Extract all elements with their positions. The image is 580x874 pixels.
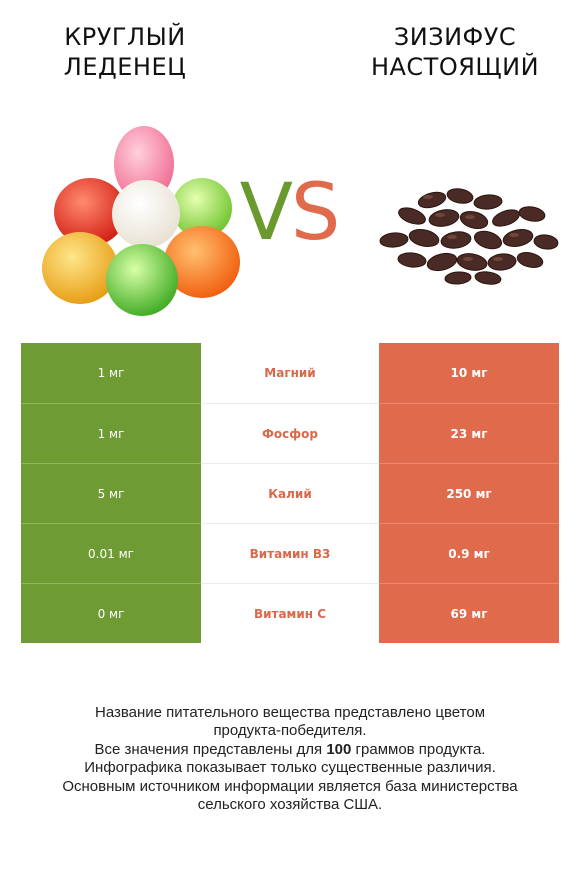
- footer-text: граммов продукта.: [351, 740, 486, 758]
- comparison-table: 1 мг Магний 10 мг 1 мг Фосфор 23 мг 5 мг…: [21, 343, 559, 643]
- vs-label: VS: [224, 168, 354, 258]
- left-value: 5 мг: [21, 463, 201, 523]
- table-row: 1 мг Фосфор 23 мг: [21, 403, 559, 463]
- left-value: 0.01 мг: [21, 523, 201, 583]
- right-title-line-1: ЗИЗИФУС: [393, 23, 517, 51]
- footer-line: Все значения представлены для 100 граммо…: [10, 741, 570, 759]
- left-title-line-1: КРУГЛЫЙ: [64, 23, 186, 51]
- table-row: 1 мг Магний 10 мг: [21, 343, 559, 403]
- left-product-title: КРУГЛЫЙ ЛЕДЕНЕЦ: [5, 22, 245, 82]
- footer-notes: Название питательного вещества представл…: [10, 704, 570, 814]
- vs-s: S: [290, 168, 340, 258]
- left-value: 0 мг: [21, 583, 201, 643]
- footer-text: Все значения представлены для: [94, 740, 327, 758]
- jujube-image: [379, 188, 559, 285]
- footer-line: Основным источником информации является …: [62, 777, 518, 795]
- footer-line: сельского хозяйства США.: [197, 796, 383, 814]
- nutrient-name: Магний: [201, 343, 379, 403]
- right-value: 0.9 мг: [379, 523, 559, 583]
- footer-line: продукта-победителя.: [213, 722, 367, 740]
- nutrient-name: Фосфор: [201, 403, 379, 463]
- vs-v: V: [239, 168, 293, 258]
- left-title-line-2: ЛЕДЕНЕЦ: [63, 53, 187, 81]
- table-row: 0.01 мг Витамин B3 0.9 мг: [21, 523, 559, 583]
- right-value: 10 мг: [379, 343, 559, 403]
- right-value: 69 мг: [379, 583, 559, 643]
- left-value: 1 мг: [21, 343, 201, 403]
- footer-bold-number: 100: [326, 740, 352, 758]
- nutrient-name: Витамин C: [201, 583, 379, 643]
- candy-image: [42, 126, 240, 316]
- right-value: 23 мг: [379, 403, 559, 463]
- right-product-title: ЗИЗИФУС НАСТОЯЩИЙ: [335, 22, 575, 82]
- footer-line: Инфографика показывает только существенн…: [84, 759, 496, 777]
- nutrient-name: Витамин B3: [201, 523, 379, 583]
- right-title-line-2: НАСТОЯЩИЙ: [370, 53, 540, 81]
- left-value: 1 мг: [21, 403, 201, 463]
- footer-line: Название питательного вещества представл…: [94, 704, 486, 721]
- right-value: 250 мг: [379, 463, 559, 523]
- nutrient-name: Калий: [201, 463, 379, 523]
- table-row: 5 мг Калий 250 мг: [21, 463, 559, 523]
- table-row: 0 мг Витамин C 69 мг: [21, 583, 559, 643]
